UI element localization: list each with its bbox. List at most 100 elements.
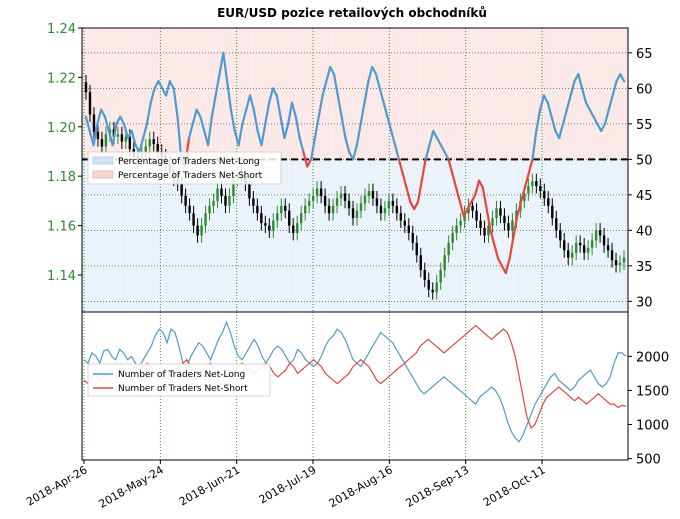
percentage-segment: [321, 80, 328, 97]
percentage-segment: [561, 108, 568, 125]
right-tick-label: 45: [636, 189, 653, 204]
percentage-segment: [313, 115, 320, 140]
percentage-segment: [172, 87, 179, 118]
candle-body: [582, 245, 586, 253]
candle-body: [327, 205, 331, 214]
percentage-segment: [607, 94, 614, 111]
right-tick-label: 60: [636, 82, 653, 97]
candle-body: [371, 190, 375, 199]
percentage-segment: [504, 257, 511, 275]
candle-body: [491, 218, 494, 226]
candle-body: [543, 190, 546, 199]
x-tick-label: 2018-Jul-19: [257, 463, 319, 506]
candle-body: [511, 220, 514, 231]
candle-body: [92, 114, 96, 132]
candle-body: [567, 250, 570, 258]
candle-body: [590, 240, 594, 248]
candle-body: [463, 213, 466, 221]
candle-body: [586, 247, 590, 253]
legend-label-net-short: Percentage of Traders Net-Short: [118, 171, 263, 181]
candle-body: [307, 200, 311, 206]
percentage-segment: [218, 51, 225, 76]
percentage-segment: [619, 73, 626, 83]
candle-body: [435, 282, 438, 293]
candle-body: [292, 225, 295, 233]
candle-body: [319, 188, 323, 196]
percentage-segment: [329, 65, 336, 76]
candle-body: [252, 198, 255, 206]
percentage-segment: [283, 122, 290, 140]
candle-body: [622, 257, 626, 263]
candle-body: [303, 205, 307, 214]
candle-body: [204, 213, 207, 226]
x-tick-label: 2018-May-24: [97, 463, 166, 511]
candle-body: [391, 200, 395, 206]
candle-body: [431, 289, 434, 293]
percentage-segment: [210, 94, 217, 118]
percentage-segment: [401, 172, 408, 189]
percentage-segment: [508, 236, 515, 260]
percentage-segment: [306, 158, 313, 168]
right-tick-label: 35: [636, 260, 653, 275]
percentage-segment: [493, 243, 500, 260]
candle-body: [594, 230, 598, 241]
candle-body: [315, 188, 319, 196]
candle-body: [383, 208, 387, 214]
candle-body: [551, 205, 554, 219]
percentage-segment: [374, 73, 381, 90]
candle-body: [547, 198, 550, 206]
candle-body: [618, 262, 622, 266]
candle-body: [331, 205, 335, 214]
percentage-segment: [119, 115, 126, 125]
candle-body: [471, 205, 474, 211]
candle-body: [451, 232, 454, 243]
candle-body: [379, 205, 383, 214]
percentage-segment: [611, 80, 618, 97]
percentage-segment: [355, 122, 362, 147]
percentage-segment: [397, 158, 404, 175]
percentage-segment: [378, 87, 385, 104]
legend-swatch-net-long: [92, 156, 114, 165]
candle-body: [264, 223, 267, 226]
percentage-segment: [100, 108, 107, 118]
right-tick-label: 40: [636, 224, 653, 239]
candle-body: [455, 225, 458, 233]
percentage-segment: [435, 136, 442, 147]
percentage-segment: [546, 101, 553, 118]
candle-body: [299, 213, 303, 224]
top-panel-legend: Percentage of Traders Net-Long Percentage…: [87, 151, 282, 185]
percentage-segment: [344, 136, 351, 154]
bottom-panel-grid: [83, 312, 543, 460]
percentage-segment: [287, 101, 294, 125]
percentage-segment: [481, 186, 488, 211]
candle-body: [570, 252, 574, 258]
candle-body: [228, 195, 231, 206]
percentage-segment: [332, 73, 339, 97]
candle-body: [495, 208, 498, 219]
percentage-segment: [393, 144, 400, 161]
percentage-segment: [519, 186, 526, 204]
candle-body: [208, 205, 211, 214]
percentage-segment: [512, 215, 519, 239]
percentage-segment: [103, 115, 110, 133]
candle-body: [180, 183, 183, 196]
percentage-segment: [390, 129, 397, 147]
percentage-segment: [466, 200, 473, 211]
candle-body: [212, 200, 215, 206]
bottom-panel-legend: Number of Traders Net-Long Number of Trad…: [87, 363, 271, 397]
percentage-segment: [298, 136, 305, 154]
percentage-segment: [142, 122, 149, 140]
candle-body: [88, 92, 92, 115]
x-axis: 2018-Apr-26 2018-May-24 2018-Jun-21 2018-Ju…: [24, 460, 548, 511]
percentage-segment: [581, 87, 588, 104]
percentage-segment: [577, 73, 584, 90]
percentage-segment: [420, 158, 427, 182]
percentage-segment: [168, 80, 175, 90]
candle-body: [610, 250, 614, 261]
candle-body: [483, 228, 486, 236]
percentage-segment: [592, 115, 599, 125]
percentage-segment: [443, 151, 450, 161]
percentage-segment: [317, 94, 324, 118]
candle-body: [415, 242, 418, 256]
percentage-lines: [84, 51, 626, 275]
